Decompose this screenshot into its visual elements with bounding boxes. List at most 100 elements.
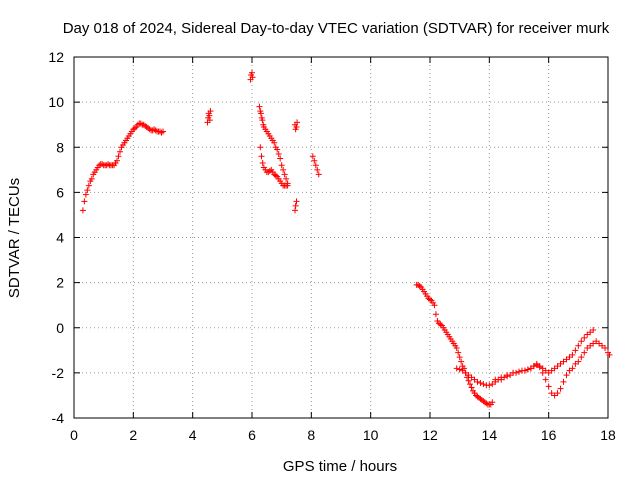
x-axis-label: GPS time / hours xyxy=(283,458,397,475)
data-point xyxy=(311,157,318,164)
data-point xyxy=(569,365,576,372)
x-tick-label: 8 xyxy=(307,427,315,443)
x-tick-label: 14 xyxy=(482,427,498,443)
data-point xyxy=(206,112,213,119)
data-point xyxy=(314,166,321,173)
data-point xyxy=(131,125,138,132)
data-point xyxy=(581,334,588,341)
data-point xyxy=(486,382,493,389)
x-tick-label: 10 xyxy=(363,427,379,443)
data-point xyxy=(259,117,266,124)
data-points xyxy=(79,69,613,408)
y-tick-label: 2 xyxy=(56,275,64,291)
data-point xyxy=(575,358,582,365)
data-point xyxy=(455,349,462,356)
data-point xyxy=(590,327,597,334)
data-point xyxy=(158,129,165,136)
data-point xyxy=(453,345,460,352)
y-tick-label: 12 xyxy=(48,49,64,65)
data-point xyxy=(560,378,567,385)
data-point xyxy=(581,349,588,356)
data-point xyxy=(274,146,281,153)
axis-ticks: 0 2 4 6 8 10 12 14 16 18 -4 -2 0 2 4 6 8 10 12 xyxy=(48,49,616,443)
data-point xyxy=(272,172,279,179)
data-point xyxy=(294,119,301,126)
x-tick-label: 4 xyxy=(189,427,197,443)
data-point xyxy=(312,162,319,169)
data-point xyxy=(281,171,288,178)
data-point xyxy=(569,351,576,358)
x-tick-label: 12 xyxy=(422,427,438,443)
data-point xyxy=(292,207,299,214)
data-point xyxy=(465,377,472,384)
data-point xyxy=(467,381,474,388)
data-point xyxy=(81,198,88,205)
data-point xyxy=(105,161,112,168)
data-point xyxy=(207,108,214,115)
data-point xyxy=(275,151,282,158)
data-point xyxy=(206,117,213,124)
y-tick-label: 6 xyxy=(56,184,64,200)
x-tick-label: 2 xyxy=(129,427,137,443)
data-point xyxy=(468,384,475,391)
data-point xyxy=(293,123,300,130)
data-point xyxy=(309,153,316,160)
data-point xyxy=(516,368,522,375)
data-point xyxy=(492,376,499,383)
data-point xyxy=(85,182,92,189)
data-point xyxy=(542,376,549,383)
data-point xyxy=(271,139,278,146)
data-point xyxy=(160,128,166,135)
y-tick-label: -2 xyxy=(52,365,65,381)
data-point xyxy=(266,167,273,174)
data-point xyxy=(536,364,543,371)
data-point xyxy=(99,161,106,168)
data-point xyxy=(416,283,423,290)
data-point xyxy=(258,153,265,160)
data-point xyxy=(249,69,255,76)
data-point xyxy=(284,182,291,189)
y-axis-label: SDTVAR / TECUs xyxy=(6,178,23,298)
data-point xyxy=(283,175,290,182)
data-point xyxy=(483,400,490,407)
grid xyxy=(74,57,608,418)
data-point xyxy=(137,120,144,127)
data-point xyxy=(504,372,511,379)
data-point xyxy=(79,207,86,214)
data-point xyxy=(458,358,465,365)
data-point xyxy=(545,383,552,390)
data-point xyxy=(521,367,528,374)
data-point xyxy=(578,338,585,345)
data-point xyxy=(554,390,561,397)
y-tick-label: 10 xyxy=(48,94,64,110)
y-tick-label: 8 xyxy=(56,139,64,155)
data-point xyxy=(292,202,299,209)
data-point xyxy=(82,191,89,198)
data-point xyxy=(152,127,159,134)
data-point xyxy=(510,369,517,376)
data-point xyxy=(114,157,121,164)
y-tick-label: 4 xyxy=(56,230,64,246)
data-point xyxy=(116,148,123,155)
data-point xyxy=(280,166,287,173)
data-point xyxy=(575,342,582,349)
data-point xyxy=(606,351,613,358)
x-tick-label: 6 xyxy=(248,427,256,443)
data-point xyxy=(477,380,484,387)
data-point xyxy=(249,74,256,81)
data-point xyxy=(557,385,564,392)
data-point xyxy=(256,103,263,110)
data-point xyxy=(257,144,264,151)
data-point xyxy=(277,155,284,162)
data-point xyxy=(293,198,300,205)
data-point xyxy=(530,363,537,370)
data-point xyxy=(602,345,609,352)
data-point xyxy=(474,378,481,385)
data-point xyxy=(563,372,570,379)
data-point xyxy=(437,321,444,328)
y-tick-label: -4 xyxy=(52,410,65,426)
data-point xyxy=(539,369,546,376)
data-point xyxy=(456,366,463,373)
data-point xyxy=(578,354,585,361)
